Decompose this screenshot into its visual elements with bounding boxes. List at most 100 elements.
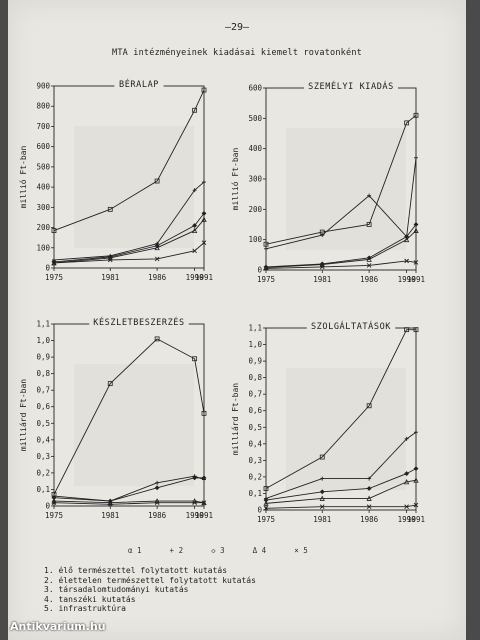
data-point	[403, 236, 410, 243]
chart-szemelyi-kiadas: SZEMÉLYI KIADÁS 0 100 200 300 400 500 600 1975 19…	[230, 80, 425, 284]
title-box	[114, 78, 164, 90]
data-point	[201, 216, 207, 222]
y-tick-label: 0	[257, 266, 262, 275]
data-point	[192, 500, 197, 506]
y-tick-label: 100	[248, 235, 262, 244]
data-point	[413, 227, 419, 233]
y-tick-label: 100	[36, 243, 50, 252]
x-tick-label: 1991	[407, 515, 425, 524]
chart-szolgaltatasok: SZOLGÁLTATÁSOK 0 0,1 0,2 0,3 0,4 0,5 0,6 0,7 0,8 0…	[231, 320, 425, 524]
data-point	[366, 504, 372, 510]
y-tick-label: 0	[257, 506, 262, 515]
y-tick-label: 0,7	[36, 386, 50, 395]
y-tick-label: 1,0	[36, 336, 50, 345]
legend-item: 3. társadalomtudományi kutatás	[44, 585, 189, 594]
data-point	[154, 178, 160, 184]
bleed-through-shading	[286, 368, 406, 490]
x-tick-label: 1975	[45, 273, 63, 282]
y-tick-label: 0	[45, 502, 50, 511]
data-point	[319, 489, 325, 495]
data-point	[320, 233, 325, 238]
data-point	[413, 327, 419, 333]
x-tick-label: 1975	[45, 511, 63, 520]
series-line-1	[265, 114, 417, 245]
data-point	[107, 257, 113, 263]
x-tick-label: 1986	[148, 273, 167, 282]
legend-list: 1. élő természettel folytatott kutatás 2…	[44, 566, 256, 614]
data-point	[319, 504, 325, 510]
y-tick-label: 0,4	[36, 435, 50, 444]
data-point	[404, 436, 409, 441]
legend-symbols: α 1 + 2 ◇ 3 Δ 4 × 5	[128, 546, 368, 555]
y-tick-label: 300	[36, 203, 50, 212]
data-point	[154, 244, 160, 251]
data-point	[154, 256, 160, 262]
data-point	[201, 240, 207, 246]
x-tick-label: 1975	[257, 515, 275, 524]
data-point	[404, 258, 409, 264]
x-tick-label: 1981	[313, 515, 331, 524]
data-point	[202, 180, 206, 185]
data-point	[404, 120, 410, 126]
data-point	[413, 222, 419, 227]
title-box	[89, 316, 189, 328]
y-tick-label: 300	[248, 175, 262, 184]
series-line-4	[53, 500, 205, 504]
y-tick-label: 0,8	[248, 373, 262, 382]
document-page: –29– MTA intézményeinek kiadásai kiemelt…	[8, 0, 466, 640]
x-tick-label: 1991	[195, 511, 213, 520]
data-point	[413, 466, 419, 472]
x-tick-label: 1990	[186, 511, 205, 520]
chart-title: SZEMÉLYI KIADÁS	[308, 80, 394, 92]
y-tick-label: 0	[45, 264, 50, 273]
data-point	[263, 486, 269, 491]
series-line-4	[265, 479, 417, 504]
y-tick-label: 200	[248, 205, 262, 214]
page-number: –29–	[224, 22, 250, 33]
data-point	[264, 246, 268, 251]
data-point	[366, 256, 372, 262]
data-point	[319, 454, 325, 460]
series-line-4	[265, 230, 417, 269]
data-point	[366, 263, 372, 268]
y-tick-label: 0,5	[248, 423, 262, 432]
y-axis-label: milliárd Ft-ban	[19, 379, 28, 451]
data-point	[366, 495, 372, 501]
data-point	[367, 476, 372, 481]
series-line-1	[265, 329, 416, 489]
data-point	[413, 112, 419, 118]
data-point	[192, 248, 197, 254]
data-point	[366, 486, 372, 491]
data-point	[201, 410, 207, 416]
y-tick-label: 500	[248, 114, 262, 123]
series-line-5	[265, 504, 417, 509]
data-point	[192, 475, 198, 481]
legend-item: 4. tanszéki kutatás	[44, 594, 136, 604]
chart-keszletbeszerzes: KÉSZLETBESZERZÉS 0 0,1 0,2 0,3 0,4 0,5 0,6 0,7 0,…	[19, 316, 213, 520]
data-point	[404, 504, 409, 510]
data-point	[201, 87, 207, 93]
data-point	[191, 227, 198, 233]
x-tick-label: 1991	[407, 275, 425, 284]
legend-item: 5. infrastruktúra	[44, 604, 126, 613]
data-point	[51, 228, 57, 233]
x-tick-label: 1986	[360, 275, 379, 284]
data-point	[201, 500, 207, 506]
legend-symbol: + 2	[169, 546, 184, 555]
y-tick-label: 0,8	[36, 369, 50, 378]
legend-item: 2. élettelen természettel folytatott kut…	[44, 575, 256, 585]
legend-symbol: α 1	[128, 546, 142, 555]
series-line-5	[53, 502, 204, 505]
chart-title: SZOLGÁLTATÁSOK	[311, 320, 391, 332]
y-tick-label: 400	[248, 144, 262, 153]
watermark-logo: Antikvarium.hu	[10, 620, 106, 633]
y-tick-label: 900	[36, 82, 50, 91]
y-tick-label: 0,6	[248, 406, 262, 415]
y-tick-label: 0,9	[248, 357, 262, 366]
legend-symbol: × 5	[294, 546, 308, 555]
y-tick-label: 0,6	[36, 402, 50, 411]
data-point	[51, 500, 57, 506]
data-point	[192, 223, 198, 228]
data-point	[413, 260, 419, 265]
y-tick-label: 400	[36, 183, 50, 192]
